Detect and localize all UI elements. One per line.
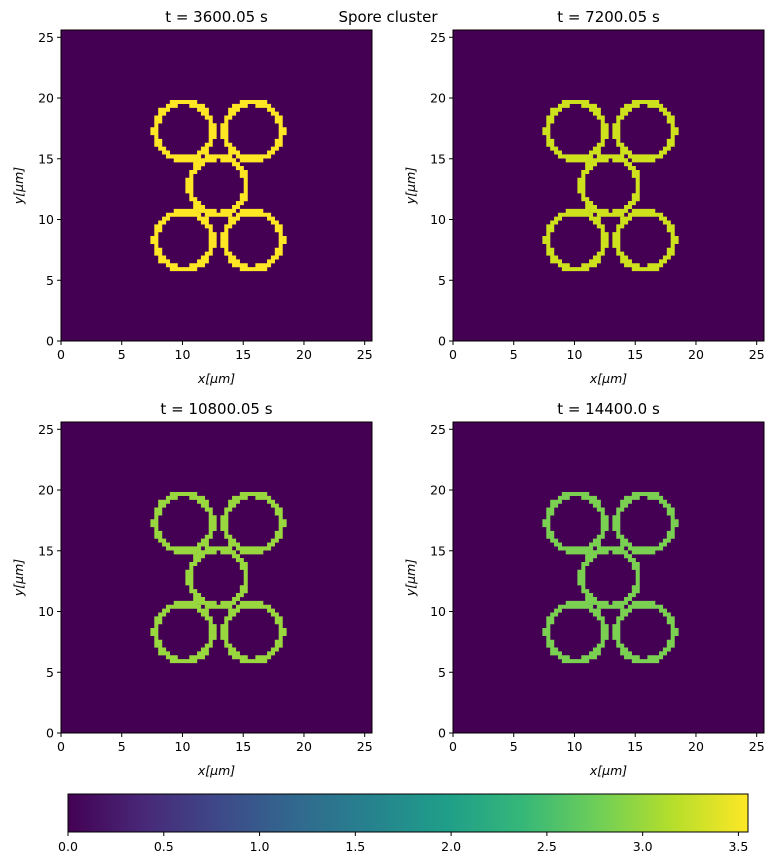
y-tick-label: 0 — [438, 334, 446, 349]
x-tick-label: 10 — [567, 739, 583, 754]
y-tick-label: 0 — [46, 334, 54, 349]
colorbar-tick-label: 0.0 — [58, 839, 78, 854]
spore-ring-3 — [577, 546, 640, 609]
y-axis-label: y[μm] — [11, 559, 26, 597]
spore-ring-3 — [185, 546, 248, 609]
y-tick-label: 20 — [430, 483, 446, 498]
heatmap-background — [61, 422, 372, 733]
x-tick-label: 20 — [296, 347, 312, 362]
x-tick-label: 20 — [688, 739, 704, 754]
y-tick-label: 20 — [38, 483, 54, 498]
y-tick-label: 25 — [38, 422, 54, 437]
panel-title: t = 10800.05 s — [160, 400, 272, 418]
y-tick-label: 15 — [38, 151, 54, 166]
y-tick-label: 0 — [46, 726, 54, 741]
x-axis-label: x[μm] — [197, 763, 235, 778]
y-tick-label: 5 — [46, 665, 54, 680]
y-tick-label: 25 — [38, 30, 54, 45]
axes-frame — [60, 421, 373, 734]
y-axis-label: y[μm] — [403, 559, 418, 597]
x-tick-label: 5 — [510, 347, 518, 362]
spore-ring-pixels — [577, 154, 640, 217]
spore-ring-3 — [577, 154, 640, 217]
heatmap-panel-1: 0 5 10 15 20 25 0 5 10 15 20 25 t = 3600.05 s x[μm] y[… — [11, 8, 373, 386]
spore-ring-pixels — [185, 154, 248, 217]
x-tick-label: 10 — [567, 347, 583, 362]
x-tick-label: 0 — [449, 347, 457, 362]
spore-rings — [150, 491, 287, 664]
spore-ring-pixels — [577, 546, 640, 609]
axes-frame — [60, 29, 373, 342]
x-tick-label: 20 — [688, 347, 704, 362]
y-tick-label: 5 — [438, 665, 446, 680]
x-tick-label: 25 — [749, 347, 765, 362]
colorbar-bar — [67, 793, 749, 833]
y-tick-label: 20 — [430, 91, 446, 106]
y-tick-label: 10 — [38, 604, 54, 619]
y-tick-label: 5 — [438, 273, 446, 288]
heatmap-panel-2: 0 5 10 15 20 25 0 5 10 15 20 25 t = 7200.05 s x[μm] y[… — [403, 8, 765, 386]
axes-frame — [452, 421, 765, 734]
spore-ring-3 — [185, 154, 248, 217]
x-tick-label: 0 — [57, 739, 65, 754]
x-tick-label: 15 — [627, 739, 643, 754]
colorbar-tick-label: 2.5 — [537, 839, 557, 854]
figure-suptitle: Spore cluster — [338, 8, 438, 26]
x-tick-label: 10 — [175, 347, 191, 362]
x-axis-label: x[μm] — [589, 371, 627, 386]
y-tick-label: 15 — [430, 543, 446, 558]
y-tick-label: 10 — [430, 604, 446, 619]
y-tick-label: 25 — [430, 422, 446, 437]
y-tick-label: 0 — [438, 726, 446, 741]
panel-title: t = 14400.0 s — [557, 400, 660, 418]
y-tick-label: 10 — [430, 212, 446, 227]
y-tick-label: 20 — [38, 91, 54, 106]
heatmap-panel-3: 0 5 10 15 20 25 0 5 10 15 20 25 t = 10800.05 s x[μm] y… — [11, 400, 373, 778]
spore-rings — [150, 99, 287, 272]
x-tick-label: 5 — [118, 347, 126, 362]
x-tick-label: 0 — [449, 739, 457, 754]
colorbar: 0.0 0.5 1.0 1.5 2.0 2.5 3.0 3.5 — [58, 793, 749, 854]
y-axis-label: y[μm] — [11, 167, 26, 205]
heatmap-background — [61, 30, 372, 341]
panels: 0 5 10 15 20 25 0 5 10 15 20 25 t = 3600.05 s x[μm] y[… — [11, 8, 765, 778]
heatmap-background — [453, 422, 764, 733]
x-tick-label: 15 — [627, 347, 643, 362]
spore-rings — [542, 99, 679, 272]
y-tick-label: 5 — [46, 273, 54, 288]
x-tick-label: 25 — [357, 347, 373, 362]
x-axis-label: x[μm] — [197, 371, 235, 386]
colorbar-tick-label: 2.0 — [441, 839, 461, 854]
y-tick-label: 15 — [430, 151, 446, 166]
y-tick-label: 15 — [38, 543, 54, 558]
x-tick-label: 25 — [749, 739, 765, 754]
colorbar-tick-label: 0.5 — [154, 839, 174, 854]
panel-title: t = 7200.05 s — [557, 8, 660, 26]
colorbar-tick-label: 3.0 — [633, 839, 653, 854]
colorbar-tick-label: 3.5 — [728, 839, 748, 854]
spore-ring-pixels — [185, 546, 248, 609]
x-tick-label: 15 — [235, 347, 251, 362]
y-tick-label: 10 — [38, 212, 54, 227]
y-axis-label: y[μm] — [403, 167, 418, 205]
spore-rings — [542, 491, 679, 664]
heatmap-panel-4: 0 5 10 15 20 25 0 5 10 15 20 25 t = 14400.0 s x[μm] y[… — [403, 400, 765, 778]
x-tick-label: 20 — [296, 739, 312, 754]
y-tick-label: 25 — [430, 30, 446, 45]
x-tick-label: 15 — [235, 739, 251, 754]
x-tick-label: 5 — [510, 739, 518, 754]
x-tick-label: 0 — [57, 347, 65, 362]
colorbar-tick-label: 1.0 — [250, 839, 270, 854]
colorbar-tick-label: 1.5 — [345, 839, 365, 854]
x-tick-label: 5 — [118, 739, 126, 754]
x-tick-label: 10 — [175, 739, 191, 754]
x-axis-label: x[μm] — [589, 763, 627, 778]
heatmap-background — [453, 30, 764, 341]
panel-title: t = 3600.05 s — [165, 8, 268, 26]
axes-frame — [452, 29, 765, 342]
x-tick-label: 25 — [357, 739, 373, 754]
